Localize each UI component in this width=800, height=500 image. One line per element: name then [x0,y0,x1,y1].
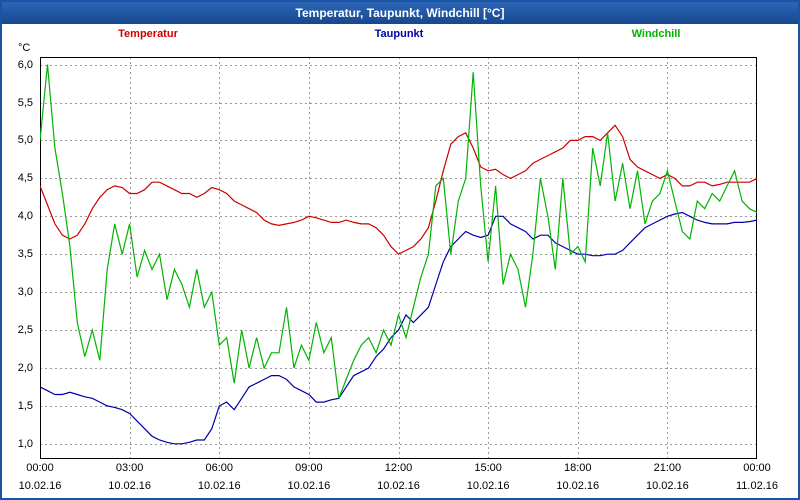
window-title: Temperatur, Taupunkt, Windchill [°C] [295,6,505,20]
series-line-windchill [40,64,757,399]
legend-item-taupunkt: Taupunkt [374,28,424,40]
x-tick-label: 09:00 [295,462,323,474]
y-tick-label: 6,0 [17,58,33,71]
y-tick-label: 2,5 [17,324,33,337]
plot-border [40,57,757,459]
x-date-label: 10.02.16 [197,480,241,492]
chart-canvas [40,57,757,459]
x-tick-label: 12:00 [384,462,413,474]
y-tick-label: 4,5 [17,172,33,185]
y-tick-label: 4,0 [17,210,33,223]
x-date-label: 10.02.16 [556,480,600,492]
x-date-label: 11.02.16 [735,480,778,492]
x-date-label: 10.02.16 [18,480,62,492]
y-tick-label: 1,0 [17,437,33,450]
y-axis-unit-label: °C [18,42,31,54]
y-tick-label: 5,5 [17,96,33,109]
x-date-label: 10.02.16 [645,480,689,492]
x-axis-date-labels: 10.02.16 10.02.16 10.02.16 10.02.16 10.02.16… [19,480,778,494]
x-date-label: 10.02.16 [466,480,510,492]
series-line-taupunkt [40,211,757,445]
y-axis-tick-labels: 6,0 5,5 5,0 4,5 4,0 3,5 3,0 2,5 2,0 1,5 1,0 [2,57,36,459]
legend: Temperatur Taupunkt Windchill [2,26,798,44]
x-tick-label: 03:00 [115,462,144,474]
y-tick-label: 2,0 [17,361,33,374]
x-axis-tick-labels: 00:00 03:00 06:00 09:00 12:00 15:00 18:00 21:00… [26,462,771,476]
y-tick-label: 1,5 [17,399,33,412]
x-tick-label: 15:00 [474,462,502,474]
x-tick-label: 06:00 [205,462,234,474]
x-tick-label: 00:00 [743,462,771,474]
x-tick-label: 21:00 [653,462,682,474]
y-tick-label: 3,5 [17,248,33,261]
legend-item-windchill: Windchill [631,28,681,40]
x-date-label: 10.02.16 [108,480,152,492]
y-tick-label: 3,0 [17,286,33,299]
x-date-label: 10.02.16 [377,480,420,492]
x-tick-label: 00:00 [26,462,54,474]
legend-item-temperatur: Temperatur [118,28,178,40]
series-line-temperatur [40,124,757,255]
x-tick-label: 18:00 [563,462,592,474]
y-tick-label: 5,0 [17,134,33,147]
title-bar: Temperatur, Taupunkt, Windchill [°C] [2,2,798,24]
plot-area [40,57,757,459]
x-date-label: 10.02.16 [287,480,331,492]
